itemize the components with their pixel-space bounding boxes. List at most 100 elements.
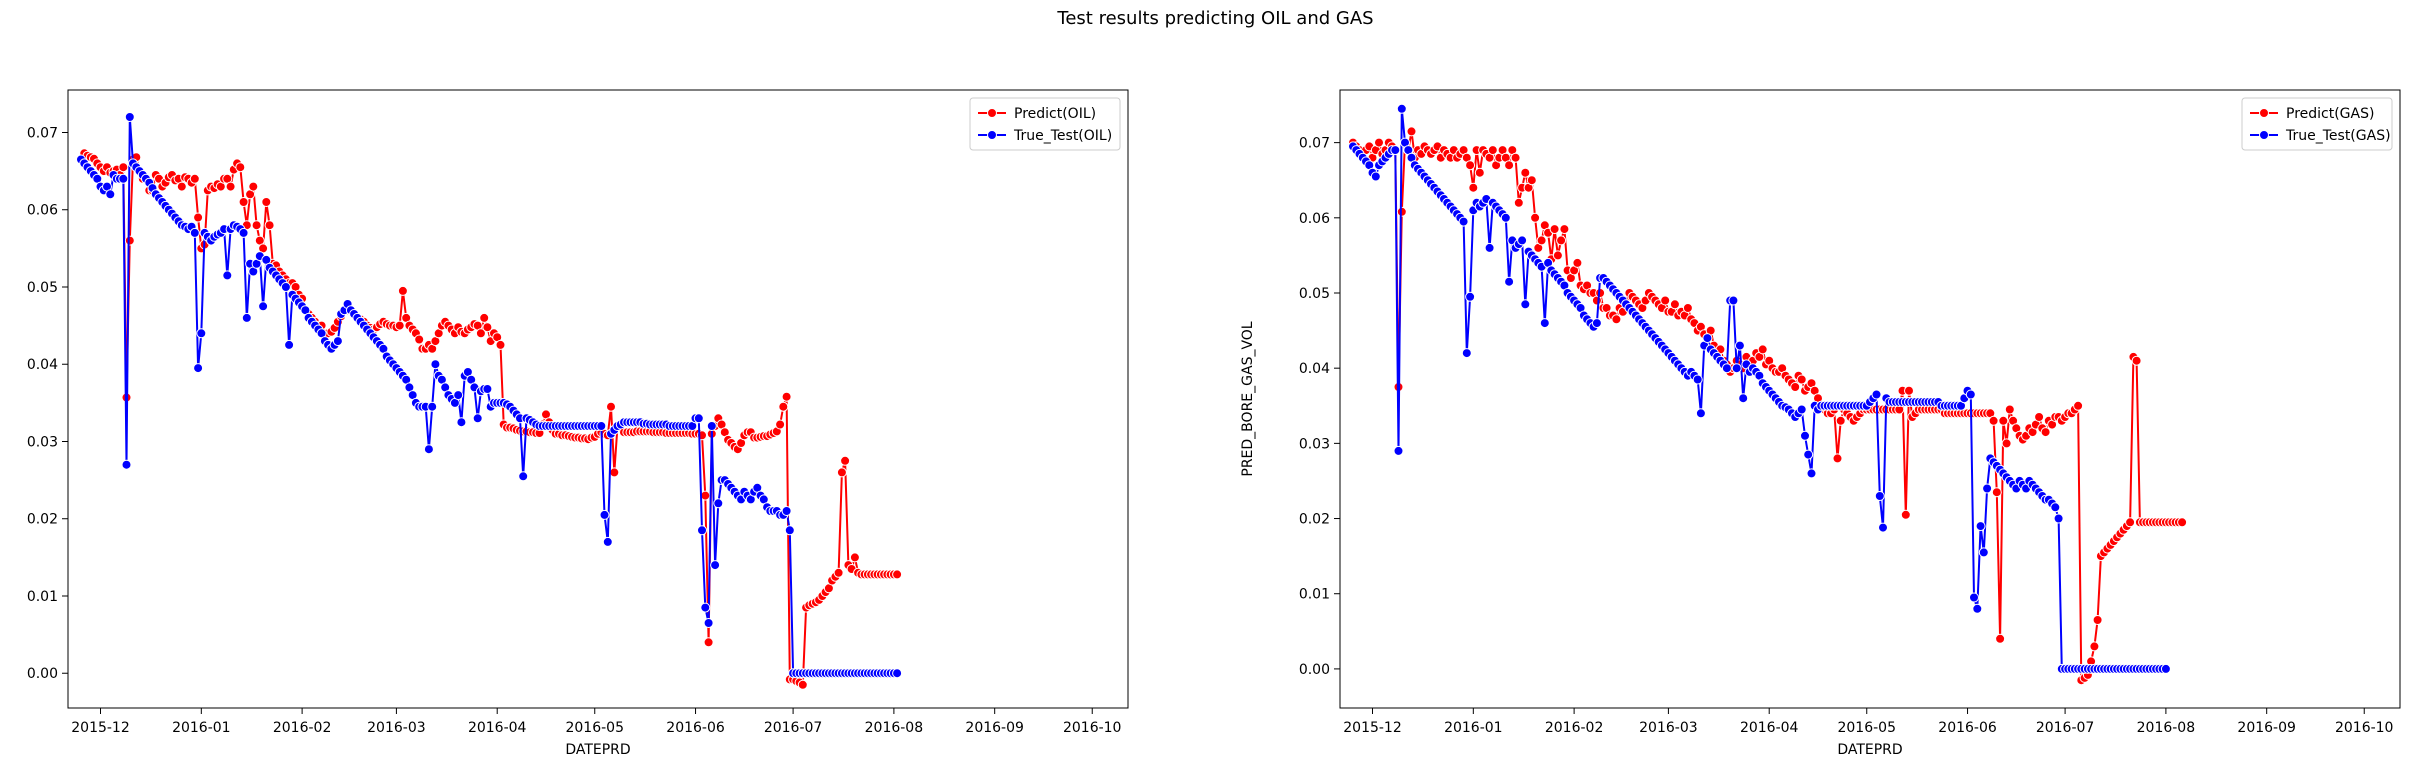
data-point	[238, 227, 249, 238]
data-point	[1552, 250, 1563, 261]
x-tick-label: 2016-03	[367, 720, 426, 736]
data-point	[238, 197, 249, 207]
x-tick-label: 2016-04	[1740, 720, 1799, 736]
series-line	[1352, 108, 2166, 670]
data-point	[2131, 355, 2142, 366]
data-point	[1806, 468, 1817, 479]
x-tick-label: 2015-12	[71, 720, 130, 736]
data-point	[693, 413, 704, 424]
legend-swatch-marker	[2259, 108, 2269, 118]
figure-title: Test results predicting OIL and GAS	[1057, 8, 1374, 29]
x-tick-label: 2016-04	[468, 720, 527, 736]
data-point	[456, 417, 467, 428]
data-point	[1572, 257, 1583, 268]
data-point	[1465, 291, 1476, 302]
data-point	[284, 339, 295, 350]
data-point	[1468, 182, 1479, 193]
data-point	[1461, 348, 1472, 359]
data-point	[1660, 295, 1671, 306]
data-point	[1975, 521, 1986, 532]
data-point	[700, 602, 711, 613]
data-point	[1513, 197, 1524, 208]
data-point	[703, 637, 714, 648]
data-point	[1702, 333, 1713, 344]
data-point	[1669, 299, 1680, 310]
x-tick-label: 2016-07	[764, 720, 823, 736]
data-point	[1591, 318, 1602, 329]
data-point	[2089, 641, 2100, 652]
y-tick-label: 0.06	[1299, 211, 1330, 227]
legend-label: Predict(GAS)	[2286, 106, 2374, 122]
data-point	[189, 227, 200, 238]
y-tick-label: 0.03	[27, 434, 58, 450]
data-point	[105, 189, 116, 200]
data-point	[118, 162, 129, 173]
data-point	[495, 339, 506, 350]
y-tick-label: 0.04	[1299, 361, 1330, 377]
x-tick-label: 2016-05	[565, 720, 624, 736]
data-point	[784, 525, 795, 536]
data-point	[1526, 175, 1537, 186]
data-point	[1734, 340, 1745, 351]
data-point	[430, 359, 441, 370]
data-point	[596, 421, 607, 431]
legend-label: True_Test(OIL)	[1013, 128, 1112, 144]
x-tick-label: 2015-12	[1343, 720, 1402, 736]
data-point	[124, 235, 135, 246]
data-point	[1721, 363, 1732, 374]
data-point	[124, 112, 135, 122]
data-point	[1465, 160, 1476, 171]
data-point	[1995, 633, 2006, 644]
plot-frame	[1339, 89, 2401, 709]
data-point	[2073, 400, 2084, 411]
data-point	[1972, 603, 1983, 614]
data-point	[1374, 137, 1384, 148]
data-point	[1559, 224, 1570, 235]
data-point	[836, 467, 847, 478]
data-point	[332, 336, 343, 347]
legend-swatch-marker	[987, 130, 997, 140]
data-point	[475, 328, 486, 339]
data-point	[1731, 363, 1742, 374]
data-point	[118, 173, 129, 184]
x-tick-label: 2016-03	[1639, 720, 1698, 736]
series-line	[80, 116, 898, 675]
data-point	[706, 421, 717, 431]
x-tick-label: 2016-10	[2335, 720, 2394, 736]
data-point	[710, 560, 721, 571]
data-point	[1406, 126, 1417, 137]
series-line	[1352, 131, 2183, 683]
legend-swatch-marker	[987, 108, 997, 118]
data-point	[1370, 171, 1381, 182]
data-point	[697, 525, 707, 536]
y-axis-label: PRED_BORE_GAS_VOL	[1240, 321, 1256, 476]
data-point	[1611, 314, 1622, 325]
x-tick-label: 2016-02	[1545, 720, 1604, 736]
chart-gas: 2015-12 2016-01 2016-02 2016-03 2016-04 2016-…	[1240, 89, 2401, 758]
data-point	[394, 320, 405, 331]
y-tick-label: 0.07	[27, 125, 58, 141]
data-point	[2053, 513, 2064, 524]
data-point	[606, 401, 616, 412]
data-point	[472, 413, 483, 424]
data-point	[797, 679, 808, 690]
data-point	[423, 444, 434, 455]
data-point	[1738, 393, 1749, 404]
x-tick-label: 2016-01	[1444, 720, 1503, 736]
data-point	[397, 285, 408, 296]
y-tick-label: 0.01	[1299, 587, 1330, 603]
data-point	[1556, 235, 1567, 246]
x-tick-label: 2016-01	[172, 720, 231, 736]
data-point	[1396, 103, 1407, 114]
legend-box	[969, 97, 1121, 151]
data-point	[1832, 453, 1843, 464]
data-point	[1539, 318, 1550, 329]
y-tick-label: 0.02	[1299, 512, 1330, 528]
data-point	[1484, 242, 1495, 253]
legend: Predict(OIL) True_Test(OIL)	[969, 97, 1121, 151]
data-point	[1695, 408, 1706, 419]
data-point	[892, 569, 903, 580]
data-point	[1803, 449, 1814, 460]
data-point	[1904, 385, 1914, 396]
